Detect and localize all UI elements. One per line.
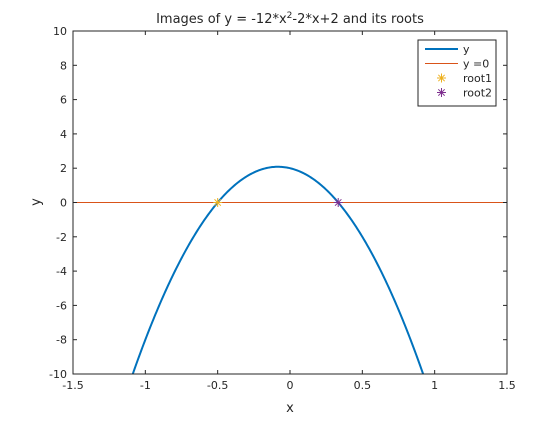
marker-root2 xyxy=(333,198,343,207)
legend-label: root1 xyxy=(463,72,492,85)
y-tick-label: -8 xyxy=(56,334,67,347)
marker-root1 xyxy=(213,198,223,207)
axes-layer: -1.5 -1 -0.5 0 0.5 1 1.5 -10 -8 -6 -4 -2 0 2 4 6 8 10 xyxy=(49,25,516,392)
x-tick-label: 1 xyxy=(431,379,438,392)
y-axis-label: y xyxy=(29,198,44,206)
y-tick-label: 4 xyxy=(60,128,67,141)
series-line-y xyxy=(131,165,425,374)
y-tick-label: 2 xyxy=(60,162,67,175)
y-tick-label: -4 xyxy=(56,265,67,278)
legend-label: root2 xyxy=(463,87,492,100)
y-tick-label: 8 xyxy=(60,59,67,72)
x-tick-label: -1.5 xyxy=(62,379,83,392)
y-tick-label: 10 xyxy=(53,25,67,38)
series-layer xyxy=(73,165,507,374)
y-tick-label: -2 xyxy=(56,231,67,244)
legend-swatch xyxy=(437,88,446,97)
x-tick-label: -0.5 xyxy=(207,379,228,392)
y-tick-label: -6 xyxy=(56,299,67,312)
legend-label: y xyxy=(463,43,470,56)
legend-box xyxy=(417,39,497,107)
legend-swatch xyxy=(437,73,446,83)
legend-label: y =0 xyxy=(463,58,489,71)
y-tick-label: 0 xyxy=(60,197,67,210)
y-tick-label: -10 xyxy=(49,368,67,381)
x-tick-label: 0.5 xyxy=(354,379,372,392)
x-axis-label: x xyxy=(286,401,294,416)
x-tick-label: 1.5 xyxy=(498,379,516,392)
x-tick-label: 0 xyxy=(287,379,294,392)
x-tick-label: -1 xyxy=(140,379,151,392)
chart-title: Images of y = -12*x2-2*x+2 and its roots xyxy=(156,11,424,27)
y-tick-label: 6 xyxy=(60,94,67,107)
